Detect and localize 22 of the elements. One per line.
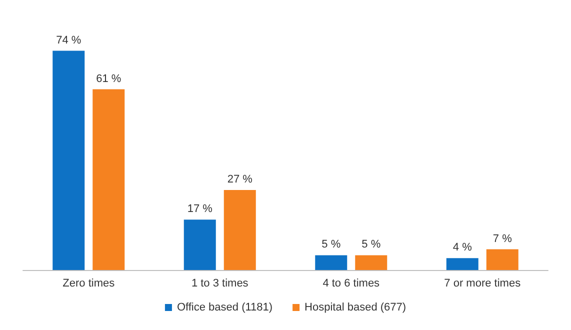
- data-label: 7 %: [492, 232, 512, 245]
- legend-label: Hospital based (677): [304, 302, 406, 314]
- bar: [355, 255, 388, 270]
- data-label: 17 %: [187, 203, 213, 216]
- data-label: 61 %: [96, 72, 122, 85]
- data-label: 5 %: [322, 238, 341, 251]
- data-label: 5 %: [362, 238, 381, 251]
- bar: [486, 249, 518, 270]
- bar: [446, 258, 478, 270]
- data-label: 27 %: [227, 174, 253, 186]
- data-label: 4 %: [452, 242, 472, 254]
- bar: [184, 220, 216, 270]
- legend-label: Office based (1181): [176, 302, 273, 314]
- bar: [52, 50, 85, 270]
- bar: [224, 190, 256, 270]
- bar: [315, 255, 348, 270]
- x-tick-label: 4 to 6 times: [322, 278, 380, 290]
- x-tick-label: Zero times: [62, 278, 116, 290]
- x-tick-label: 1 to 3 times: [191, 278, 249, 290]
- bar: [92, 89, 125, 270]
- x-tick-label: 7 or more times: [444, 278, 522, 290]
- data-label: 74 %: [56, 34, 82, 46]
